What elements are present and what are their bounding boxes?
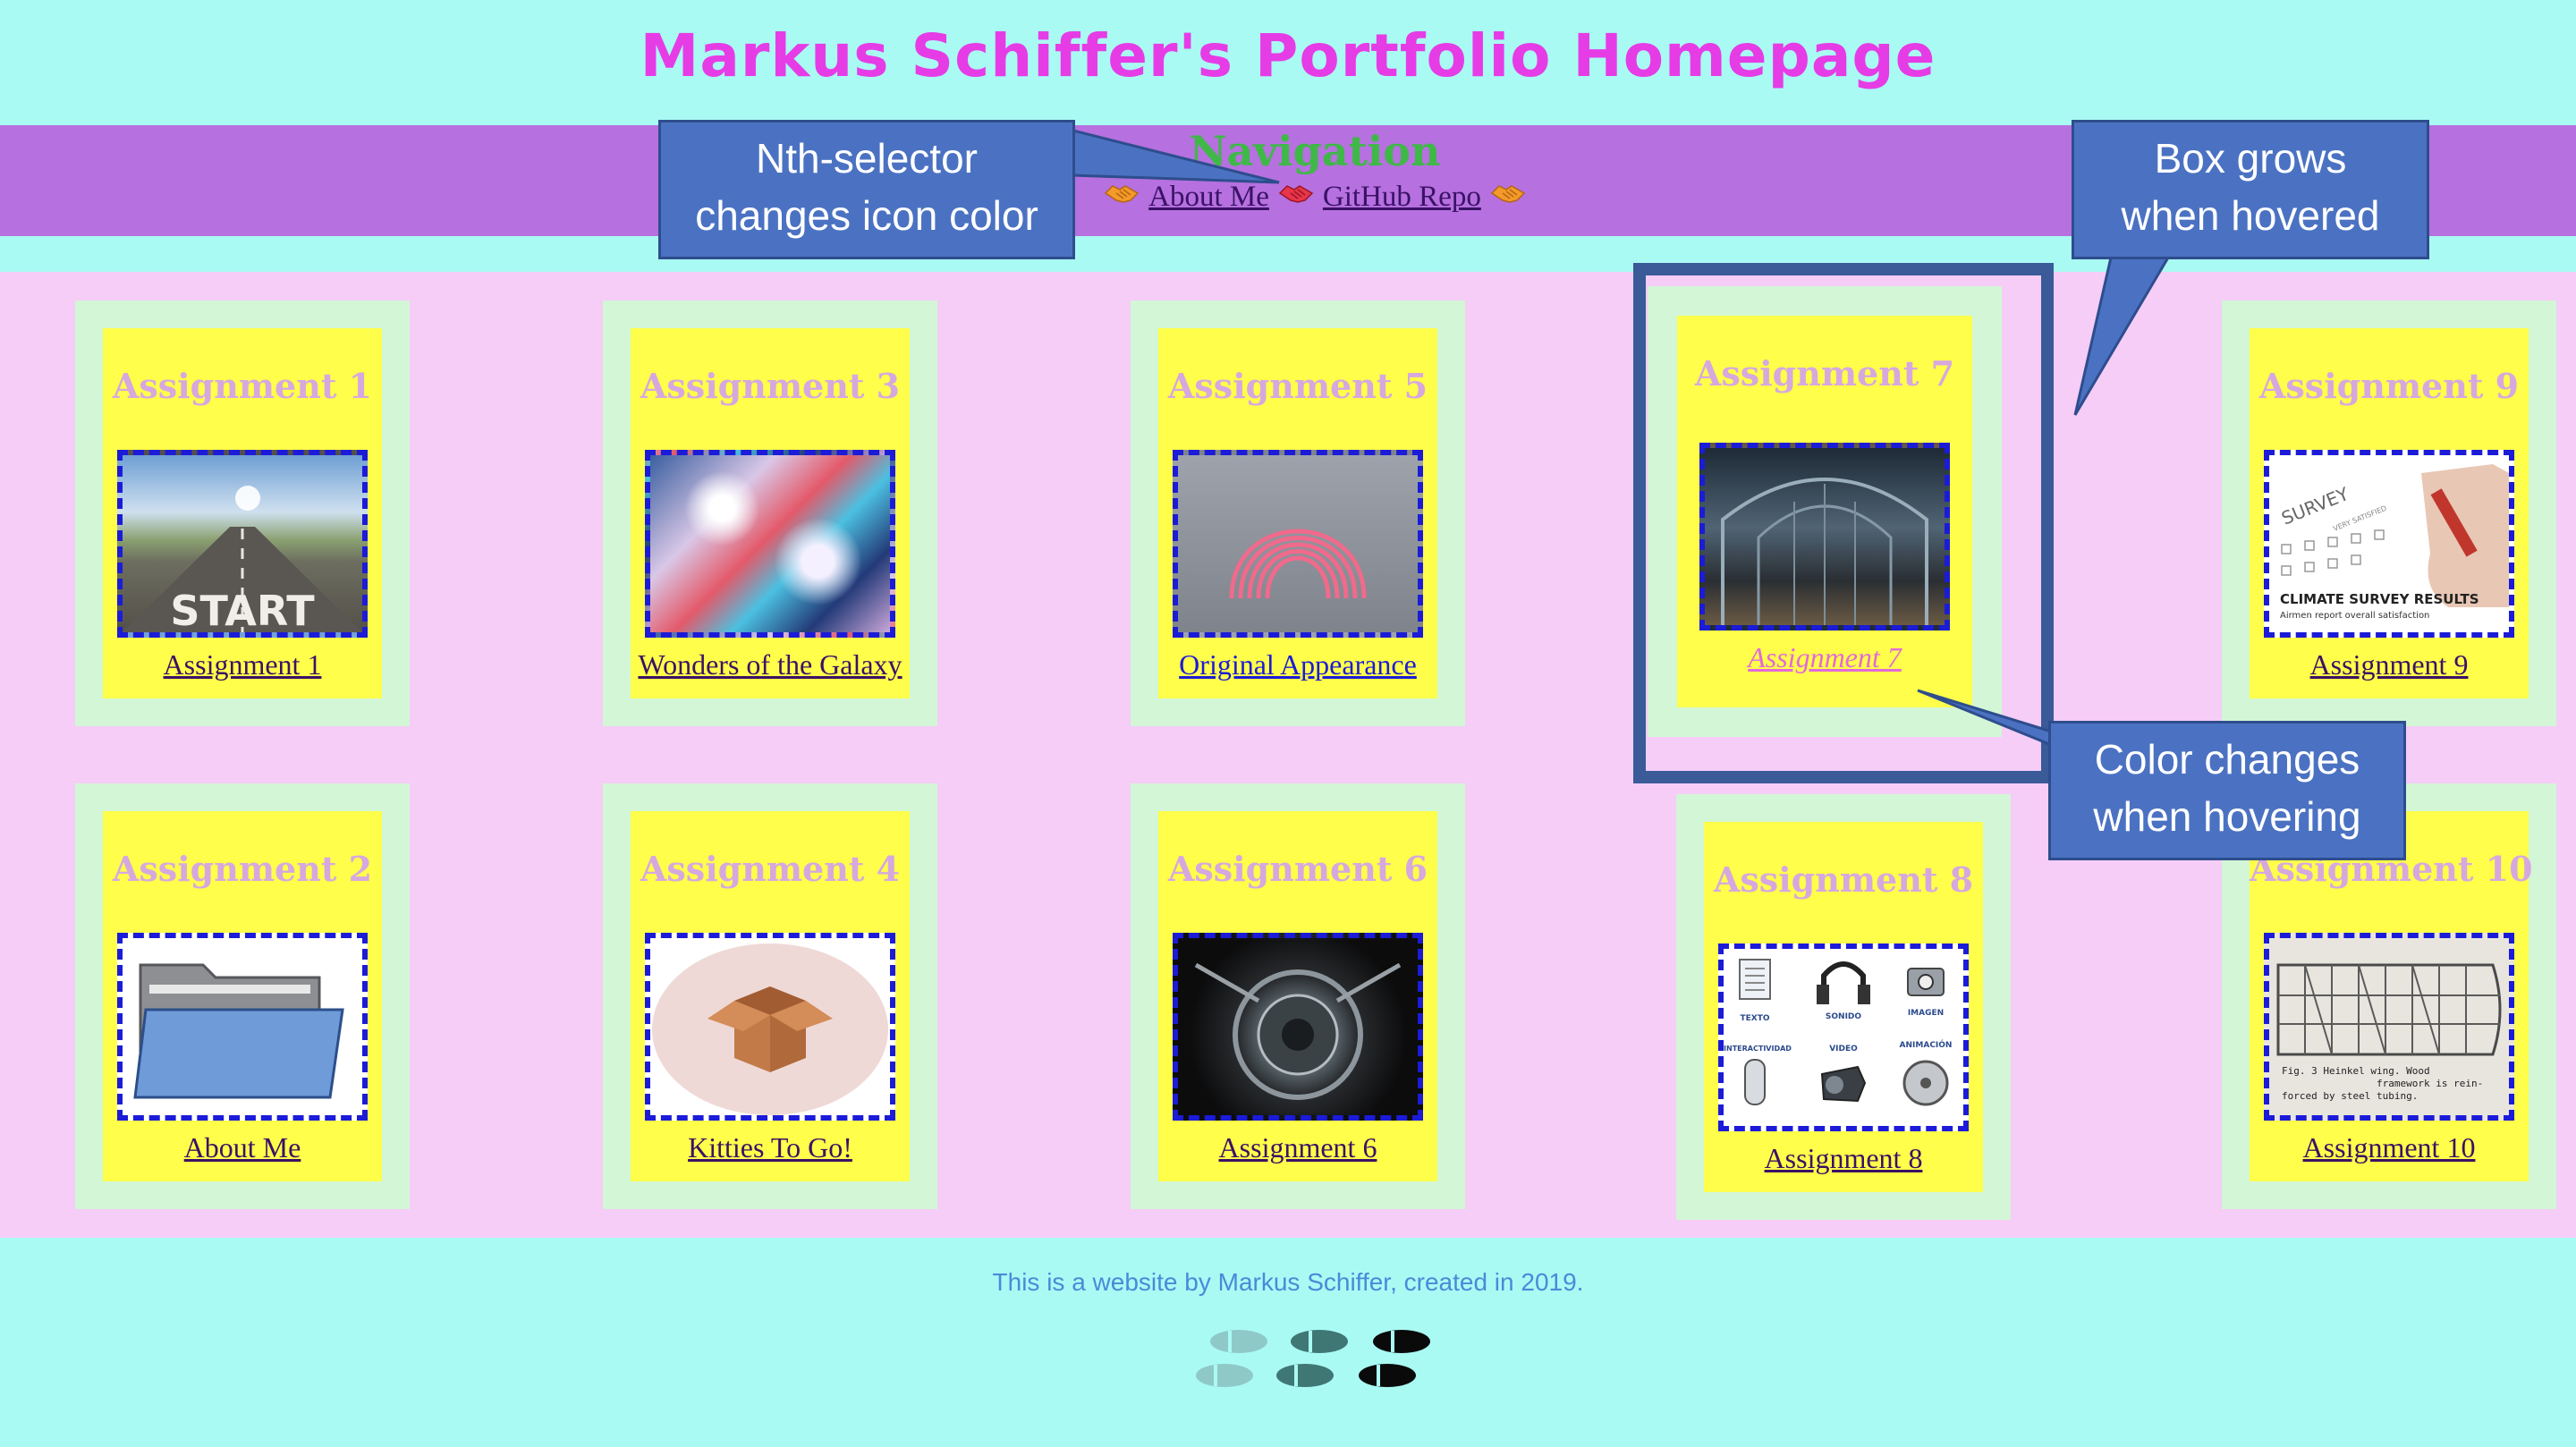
wing-frame-image[interactable]: Fig. 3 Heinkel wing. Wood framework is r… [2264, 933, 2514, 1121]
card-assignment-6[interactable]: Assignment 6 Assignment 6 [1131, 783, 1465, 1209]
svg-text:START: START [170, 587, 315, 632]
handshake-icon [1104, 181, 1140, 214]
card-link[interactable]: About Me [183, 1131, 301, 1164]
callout-line: changes icon color [695, 192, 1038, 239]
media-label-texto: TEXTO [1740, 1014, 1769, 1023]
callout-color-changes: Color changes when hovering [2048, 721, 2406, 860]
card-inner: Assignment 8 TEXTO SONIDO IMAGEN INTERAC… [1704, 822, 1983, 1192]
card-assignment-7[interactable]: Assignment 7 Assignment 7 [1648, 286, 2002, 737]
card-link[interactable]: Original Appearance [1179, 648, 1417, 681]
card-link[interactable]: Assignment 6 [1218, 1131, 1377, 1164]
navigation-heading: Navigation [1189, 127, 1441, 175]
museum-hall-image[interactable] [1699, 443, 1950, 630]
card-inner: Assignment 10 Fig. 3 Heinkel wing. Wood … [2250, 811, 2533, 1181]
galaxy-image[interactable] [645, 450, 895, 638]
survey-rating: VERY SATISFIED [2332, 504, 2387, 533]
card-title: Assignment 6 [1167, 849, 1428, 889]
card-inner: Assignment 5 Original Appearance [1158, 328, 1437, 698]
nav-link-about-me[interactable]: About Me [1148, 181, 1269, 213]
callout-line: when hovering [2093, 793, 2361, 840]
card-link[interactable]: Assignment 1 [163, 648, 322, 681]
card-assignment-5[interactable]: Assignment 5 Original Appearance [1131, 300, 1465, 726]
card-title: Assignment 9 [2258, 366, 2520, 406]
card-assignment-3[interactable]: Assignment 3 Wonders of the Galaxy [603, 300, 937, 726]
callout-box-grows: Box grows when hovered [2072, 120, 2429, 259]
card-title: Assignment 8 [1713, 859, 1974, 900]
card-assignment-8[interactable]: Assignment 8 TEXTO SONIDO IMAGEN INTERAC… [1676, 794, 2011, 1220]
card-inner: Assignment 9 SURVEY VERY SATISFIED CLIMA… [2250, 328, 2529, 698]
survey-headline: CLIMATE SURVEY RESULTS [2280, 591, 2479, 607]
card-inner: Assignment 4 Kitties To Go! [631, 811, 910, 1181]
card-assignment-9[interactable]: Assignment 9 SURVEY VERY SATISFIED CLIMA… [2222, 300, 2556, 726]
cardboard-box-image[interactable] [645, 933, 895, 1121]
camera-lens-image[interactable] [1173, 933, 1423, 1121]
handshake-icon [1490, 181, 1526, 214]
wing-caption-line-1: Fig. 3 Heinkel wing. Wood [2282, 1065, 2430, 1077]
nav-link-github-repo[interactable]: GitHub Repo [1322, 181, 1481, 213]
card-link[interactable]: Assignment 10 [2302, 1131, 2476, 1164]
slinky-image[interactable] [1173, 450, 1423, 638]
card-inner: Assignment 3 Wonders of the Galaxy [631, 328, 910, 698]
card-inner: Assignment 7 Assignment 7 [1677, 316, 1972, 707]
media-label-video: VIDEO [1829, 1045, 1858, 1054]
folder-image[interactable] [117, 933, 368, 1121]
hover-highlight-frame [1633, 263, 2054, 783]
survey-caption: Airmen report overall satisfaction [2280, 611, 2429, 621]
card-title: Assignment 1 [112, 366, 373, 406]
footprints-icon [1194, 1324, 1445, 1395]
callout-line: Box grows [2154, 135, 2347, 182]
callout-line: Nth-selector [756, 135, 978, 182]
card-assignment-4[interactable]: Assignment 4 Kitties To Go! [603, 783, 937, 1209]
card-title: Assignment 2 [112, 849, 373, 889]
card-assignment-1[interactable]: Assignment 1 START Assignment 1 [75, 300, 410, 726]
media-label-imagen: IMAGEN [1908, 1009, 1944, 1018]
card-title: Assignment 4 [640, 849, 901, 889]
handshake-icon [1278, 181, 1314, 214]
card-title: Assignment 5 [1167, 366, 1428, 406]
page-title: Markus Schiffer's Portfolio Homepage [640, 21, 1936, 90]
assignment-grid: Assignment 1 START Assignment 1 Assignme… [0, 272, 2576, 1238]
media-label-sonido: SONIDO [1826, 1012, 1861, 1021]
card-assignment-2[interactable]: Assignment 2 About Me [75, 783, 410, 1209]
wing-caption-line-2: framework is rein- [2377, 1078, 2483, 1089]
card-inner: Assignment 2 About Me [103, 811, 382, 1181]
survey-image[interactable]: SURVEY VERY SATISFIED CLIMATE SURVEY RES… [2264, 450, 2514, 638]
card-inner: Assignment 6 Assignment 6 [1158, 811, 1437, 1181]
wing-caption-line-3: forced by steel tubing. [2282, 1090, 2418, 1102]
card-link[interactable]: Assignment 8 [1764, 1142, 1923, 1174]
card-link[interactable]: Kitties To Go! [688, 1131, 852, 1164]
card-inner: Assignment 1 START Assignment 1 [103, 328, 382, 698]
start-road-image[interactable]: START [117, 450, 368, 638]
footer-text: This is a website by Markus Schiffer, cr… [992, 1268, 1584, 1296]
callout-line: when hovered [2121, 192, 2380, 239]
media-label-interactividad: INTERACTIVIDAD [1724, 1045, 1792, 1053]
callout-nth-selector: Nth-selector changes icon color [658, 120, 1075, 259]
callout-line: Color changes [2094, 736, 2360, 783]
card-link[interactable]: Wonders of the Galaxy [638, 648, 902, 681]
card-title: Assignment 7 [1694, 353, 1955, 393]
media-label-animacion: ANIMACIÓN [1900, 1039, 1953, 1050]
navigation-links: About Me GitHub Repo [984, 181, 1646, 214]
card-link[interactable]: Assignment 7 [1748, 641, 1902, 673]
card-link[interactable]: Assignment 9 [2309, 648, 2469, 681]
card-title: Assignment 3 [640, 366, 901, 406]
media-icons-image[interactable]: TEXTO SONIDO IMAGEN INTERACTIVIDAD VIDEO… [1718, 944, 1969, 1131]
